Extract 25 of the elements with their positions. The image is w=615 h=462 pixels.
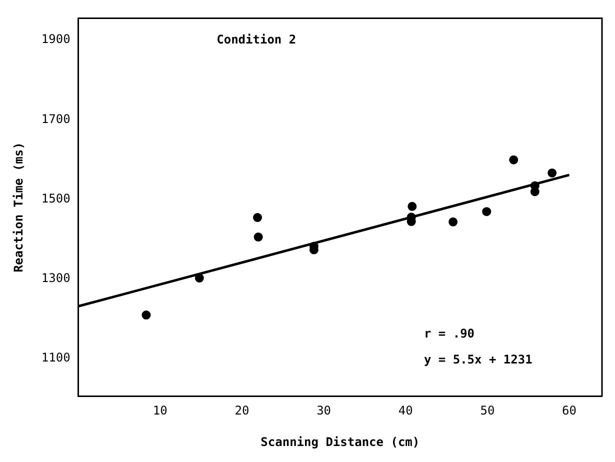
point — [448, 217, 458, 226]
x-tick-label: 40 — [398, 404, 413, 418]
point — [142, 310, 151, 320]
y-tick-label: 1100 — [41, 350, 70, 365]
y-tick-label: 1300 — [41, 270, 70, 285]
x-tick-label: 10 — [152, 404, 168, 418]
y-axis-title: Reaction Time (ms) — [11, 142, 26, 272]
y-tick-label: 1900 — [41, 32, 70, 46]
y-tick-label: 1700 — [41, 112, 70, 126]
point — [482, 207, 492, 216]
text: Condition 2 — [216, 32, 296, 46]
point — [509, 155, 518, 164]
x-tick-label: 30 — [316, 404, 332, 418]
x-tick-label: 20 — [234, 404, 250, 418]
x-axis-title: Scanning Distance (cm) — [260, 434, 420, 449]
x-tick-label: 60 — [562, 404, 576, 418]
point — [548, 168, 557, 178]
point — [254, 232, 263, 242]
annotation: y = 5.5x + 1231 — [424, 352, 532, 366]
x-tick-label: 50 — [480, 404, 495, 418]
point — [253, 213, 262, 222]
point — [408, 202, 417, 211]
y-tick-label: 1500 — [41, 191, 70, 206]
annotation: r = .90 — [424, 326, 475, 340]
point — [194, 274, 204, 283]
